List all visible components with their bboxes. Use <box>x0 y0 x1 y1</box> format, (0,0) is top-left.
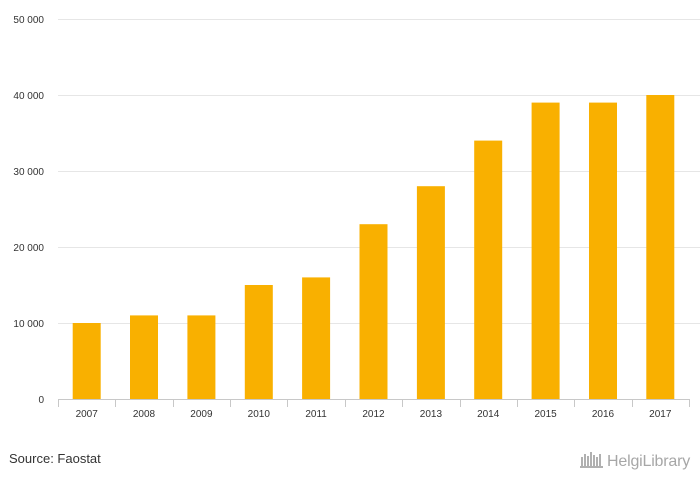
source-note: Source: Faostat <box>9 451 101 466</box>
x-axis: 2007 2008 2009 2010 2011 2012 2013 2014 2015 2016… <box>58 399 690 420</box>
bars <box>72 95 675 399</box>
x-tick-label: 2017 <box>649 409 672 420</box>
x-tick-label: 2016 <box>592 409 615 420</box>
bar-2007[interactable] <box>72 323 101 399</box>
bar-chart: 0 10 000 20 000 30 000 40 000 50 000 2007 2008… <box>13 15 700 420</box>
bar-2009[interactable] <box>187 315 216 399</box>
y-tick-label: 40 000 <box>13 91 44 102</box>
x-tick-label: 2011 <box>305 409 327 420</box>
x-tick-label: 2007 <box>76 409 99 420</box>
y-tick-label: 0 <box>38 395 44 406</box>
bar-2015[interactable] <box>531 102 560 399</box>
x-tick-label: 2008 <box>133 409 156 420</box>
bar-2013[interactable] <box>416 186 445 399</box>
brand-logo[interactable]: HelgiLibrary <box>580 449 690 474</box>
bar-2016[interactable] <box>589 102 617 399</box>
y-axis-ticks: 0 10 000 20 000 30 000 40 000 50 000 <box>13 15 44 406</box>
x-tick-label: 2015 <box>534 409 557 420</box>
bar-2012[interactable] <box>359 224 388 399</box>
x-tick-label: 2013 <box>420 409 443 420</box>
bar-2017[interactable] <box>646 95 675 399</box>
x-tick-label: 2014 <box>477 409 500 420</box>
x-tick-label: 2012 <box>362 409 385 420</box>
bar-2011[interactable] <box>302 277 331 399</box>
bar-2008[interactable] <box>130 315 158 399</box>
x-tick-label: 2009 <box>190 409 213 420</box>
brand-name: HelgiLibrary <box>607 452 690 470</box>
bar-2014[interactable] <box>474 140 503 399</box>
y-tick-label: 10 000 <box>13 319 44 330</box>
y-tick-label: 30 000 <box>13 167 44 178</box>
library-icon <box>580 449 604 474</box>
y-tick-label: 20 000 <box>13 243 44 254</box>
bar-2010[interactable] <box>244 285 273 399</box>
y-tick-label: 50 000 <box>13 15 44 26</box>
x-tick-label: 2010 <box>248 409 271 420</box>
